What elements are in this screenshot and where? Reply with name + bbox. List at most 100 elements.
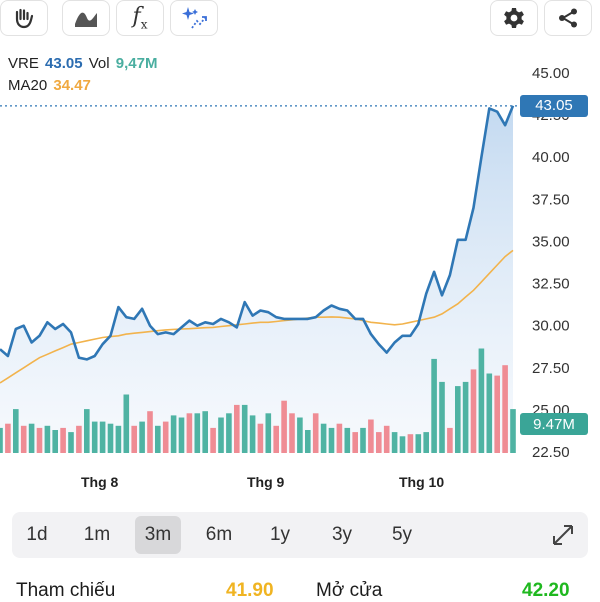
- price-chart[interactable]: 45.0042.5040.0037.5035.0032.5030.0027.50…: [0, 60, 600, 470]
- range-3y-button[interactable]: 3y: [331, 524, 353, 545]
- volume-bar: [407, 434, 414, 453]
- volume-bar: [91, 421, 98, 453]
- volume-bar: [68, 432, 74, 453]
- volume-bar: [368, 419, 374, 453]
- x-axis-label: Thg 8: [81, 474, 119, 490]
- volume-bar: [234, 404, 240, 453]
- volume-bar: [202, 411, 208, 453]
- volume-value: 9,47M: [115, 55, 158, 72]
- volume-bar: [226, 413, 232, 453]
- y-axis-label: 22.50: [532, 444, 570, 461]
- share-button[interactable]: [544, 0, 592, 36]
- time-range-selector: 1d 1m 3m 6m 1y 3y 5y: [12, 512, 588, 558]
- volume-bar: [399, 436, 406, 453]
- volume-bar: [123, 394, 130, 453]
- volume-bar: [36, 427, 43, 453]
- volume-bar: [13, 409, 19, 453]
- range-1y-button[interactable]: 1y: [269, 524, 291, 545]
- current-volume-tag: 9.47M: [520, 413, 588, 435]
- volume-bar: [44, 425, 51, 453]
- range-5y-button[interactable]: 5y: [391, 524, 413, 545]
- volume-bar: [383, 425, 390, 453]
- volume-bar: [20, 425, 27, 453]
- range-3m-button[interactable]: 3m: [135, 516, 181, 554]
- volume-bar: [249, 415, 256, 453]
- reference-price-label: Tham chiếu: [16, 580, 116, 601]
- volume-bar: [320, 423, 327, 453]
- volume-bar: [265, 413, 272, 453]
- expand-icon[interactable]: [550, 522, 576, 548]
- volume-bar: [28, 423, 35, 453]
- volume-bar: [431, 358, 437, 453]
- volume-bar: [352, 432, 358, 453]
- volume-bar: [494, 375, 500, 453]
- y-axis-label: 35.00: [532, 233, 570, 250]
- volume-bar: [5, 423, 11, 453]
- volume-bar: [52, 430, 58, 453]
- reference-price-value: 41.90: [226, 580, 274, 601]
- line-style-icon: [75, 12, 97, 27]
- ma-label: MA20: [8, 77, 48, 94]
- volume-bar: [99, 421, 106, 453]
- volume-bar: [455, 386, 461, 453]
- volume-bar: [289, 413, 295, 453]
- magic-sparkle-button[interactable]: [170, 0, 218, 36]
- current-price-tag: 43.05: [520, 94, 588, 117]
- volume-bar: [297, 417, 303, 453]
- volume-bar: [131, 425, 137, 453]
- magic-sparkle-icon: [182, 7, 207, 29]
- price-area: [0, 105, 513, 453]
- y-axis-label: 40.00: [532, 149, 570, 166]
- price-value: 43.05: [45, 55, 83, 72]
- range-6m-button[interactable]: 6m: [205, 524, 233, 545]
- volume-bar: [305, 430, 311, 453]
- volume-bar: [139, 421, 145, 453]
- volume-bar: [376, 432, 382, 453]
- hand-draw-button[interactable]: [0, 0, 48, 36]
- volume-bar: [147, 411, 153, 453]
- symbol-label: VRE: [8, 55, 39, 72]
- volume-bar: [170, 415, 177, 453]
- gear-icon: [504, 8, 524, 28]
- ma20-line: [0, 249, 514, 384]
- volume-bar: [360, 427, 366, 453]
- range-1d-button[interactable]: 1d: [26, 524, 48, 545]
- volume-bar: [462, 381, 469, 453]
- volume-bar: [486, 373, 493, 453]
- y-axis-label: 37.50: [532, 191, 570, 208]
- share-icon: [559, 8, 577, 28]
- volume-bar: [502, 365, 508, 453]
- hand-draw-icon: [15, 8, 34, 29]
- volume-bar: [257, 423, 264, 453]
- ma-legend: MA20 34.47: [8, 77, 93, 94]
- volume-bar: [312, 413, 319, 453]
- settings-button[interactable]: [490, 0, 538, 36]
- volume-bar: [415, 434, 422, 453]
- volume-bar: [0, 427, 3, 453]
- volume-bar: [155, 425, 161, 453]
- volume-bar: [391, 432, 398, 453]
- volume-bar: [241, 404, 248, 453]
- volume-bar: [162, 421, 169, 453]
- volume-bar: [178, 417, 185, 453]
- price-legend: VRE 43.05 Vol 9,47M: [8, 55, 159, 72]
- y-axis-label: 32.50: [532, 276, 570, 293]
- volume-bar: [470, 369, 477, 453]
- volume-label: Vol: [88, 55, 110, 72]
- open-price-value: 42.20: [522, 580, 570, 601]
- volume-bar: [478, 348, 485, 453]
- volume-bar: [336, 423, 343, 453]
- range-1m-button[interactable]: 1m: [83, 524, 111, 545]
- function-button[interactable]: fx: [116, 0, 164, 36]
- volume-bar: [328, 427, 335, 453]
- volume-bar: [84, 409, 90, 453]
- x-axis-label: Thg 10: [399, 474, 445, 490]
- open-price-label: Mở cửa: [316, 580, 383, 601]
- volume-bar: [344, 427, 351, 453]
- line-style-button[interactable]: [62, 0, 110, 36]
- y-axis-label: 30.00: [532, 318, 570, 335]
- function-icon: fx: [132, 4, 148, 32]
- volume-bar: [510, 409, 516, 453]
- volume-bar: [115, 425, 122, 453]
- volume-bar: [218, 417, 224, 453]
